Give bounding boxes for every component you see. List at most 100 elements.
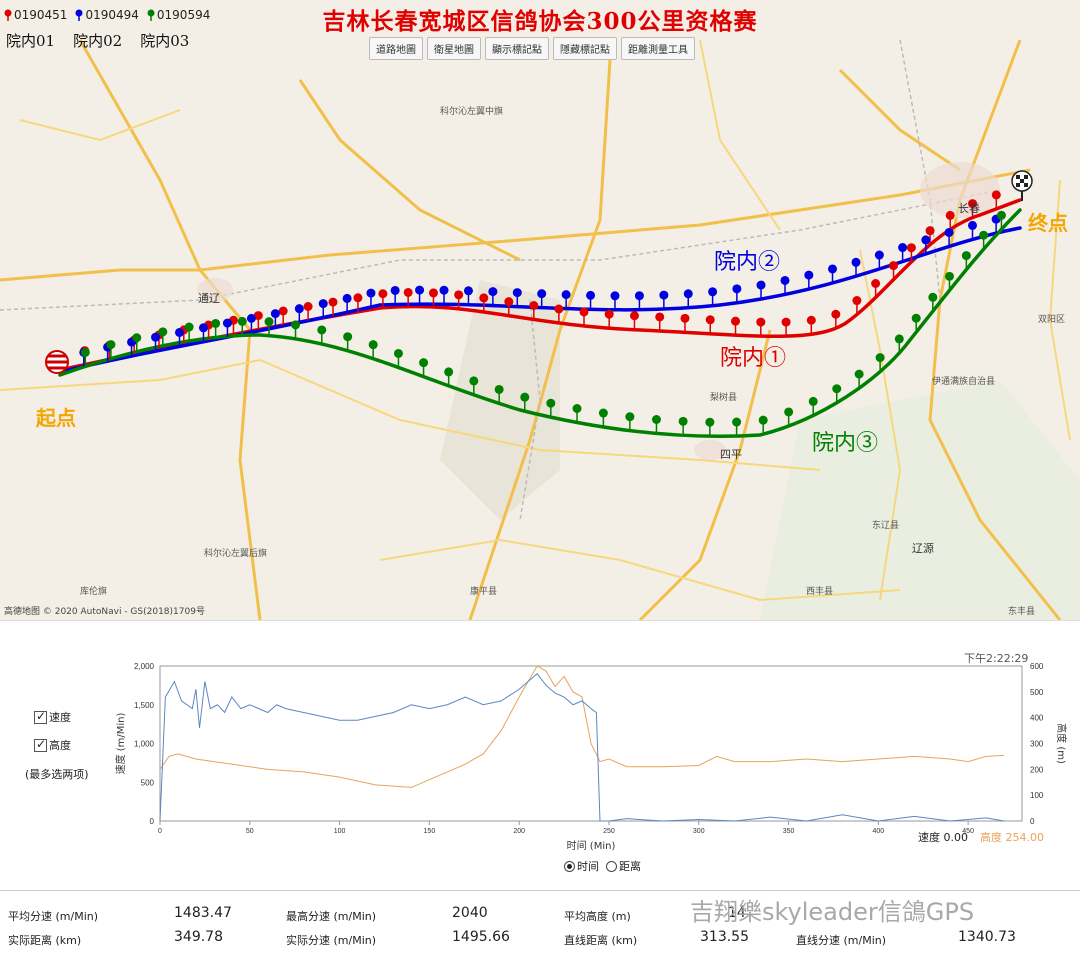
x-tick-label: 50 <box>246 828 254 835</box>
route-marker-pin-icon <box>683 289 693 299</box>
route-marker-pin-icon <box>906 243 916 253</box>
route-marker-pin-icon <box>317 325 327 335</box>
route-marker-pin-icon <box>579 307 589 317</box>
red-pin-icon <box>4 9 12 21</box>
route-marker-pin-icon <box>991 190 1001 200</box>
speed-altitude-chart[interactable]: 0 50 100 150 200 250 300 350 400 450 0 500 1,000 1,50… <box>0 641 1080 871</box>
route-marker-pin-icon <box>264 317 274 327</box>
route-marker-pin-icon <box>756 317 766 327</box>
place-label: 库伦旗 <box>80 587 108 597</box>
legend-item-blue[interactable]: 0190494 <box>75 8 139 22</box>
bird-label[interactable]: 院内02 <box>73 32 123 50</box>
route-marker-pin-icon <box>343 332 353 342</box>
stat-label: 平均分速 (m/Min) <box>8 910 99 923</box>
route-marker-pin-icon <box>132 333 142 343</box>
stats-panel: 平均分速 (m/Min) 1483.47 最高分速 (m/Min) 2040 平… <box>0 890 1080 958</box>
y-right-tick-label: 0 <box>1030 817 1035 826</box>
y-right-tick-label: 200 <box>1030 765 1044 774</box>
route-marker-pin-icon <box>875 353 885 363</box>
speed-checkbox[interactable]: 速度 <box>34 709 71 725</box>
page-title: 吉林长春宽城区信鸽协会300公里资格赛 <box>322 8 758 35</box>
stat-value: 1340.73 <box>958 929 1016 945</box>
road-map-button[interactable]: 道路地圖 <box>369 37 423 60</box>
stat-label: 实际距离 (km) <box>8 934 82 947</box>
route-marker-pin-icon <box>158 327 168 337</box>
route-marker-pin-icon <box>634 291 644 301</box>
green-pin-icon <box>147 9 155 21</box>
route-marker-pin-icon <box>561 290 571 300</box>
route-marker-pin-icon <box>708 287 718 297</box>
legend-label: 0190451 <box>14 8 68 22</box>
distance-tool-button[interactable]: 距離測量工具 <box>621 37 695 60</box>
time-radio[interactable]: 时间 <box>564 858 599 874</box>
x-axis-label: 时间 (Min) <box>567 839 616 852</box>
x-tick-label: 350 <box>783 828 795 835</box>
route-marker-pin-icon <box>854 369 864 379</box>
route-marker-pin-icon <box>237 316 247 326</box>
show-markers-button[interactable]: 顯示標記點 <box>485 37 549 60</box>
route-marker-pin-icon <box>732 284 742 294</box>
y-right-axis-label: 高度 (m) <box>1055 723 1068 764</box>
stat-label: 直线距离 (km) <box>564 934 638 947</box>
route-marker-pin-icon <box>871 278 881 288</box>
stat-value: 1495.66 <box>452 929 510 945</box>
chart-timestamp: 下午2:22:29 <box>964 652 1029 665</box>
place-label: 东丰县 <box>1008 607 1036 617</box>
route-marker-pin-icon <box>961 251 971 261</box>
route-marker-pin-icon <box>898 243 908 253</box>
bird-label[interactable]: 院内03 <box>140 32 190 50</box>
route-marker-pin-icon <box>278 306 288 316</box>
route-map[interactable]: 吉林长春宽城区信鸽协会300公里资格赛 0190451 0190494 0190… <box>0 0 1080 620</box>
satellite-map-button[interactable]: 衛星地圖 <box>427 37 481 60</box>
altitude-readout: 高度 254.00 <box>980 831 1044 844</box>
route-marker-pin-icon <box>151 332 161 342</box>
place-label: 西丰县 <box>806 587 834 597</box>
x-tick-label: 0 <box>158 828 162 835</box>
route-marker-pin-icon <box>403 287 413 297</box>
x-tick-label: 200 <box>513 828 525 835</box>
bird-label[interactable]: 院内01 <box>6 32 56 50</box>
route-marker-pin-icon <box>463 286 473 296</box>
route-marker-pin-icon <box>454 290 464 300</box>
distance-radio[interactable]: 距离 <box>606 858 641 874</box>
x-tick-label: 150 <box>424 828 436 835</box>
route-marker-pin-icon <box>625 412 635 422</box>
route-marker-pin-icon <box>806 315 816 325</box>
y-right-tick-label: 300 <box>1030 740 1044 749</box>
route-marker-pin-icon <box>378 289 388 299</box>
map-toolbar: 道路地圖 衛星地圖 顯示標記點 隱藏標記點 距離測量工具 <box>369 37 695 60</box>
y-left-tick-label: 0 <box>150 817 155 826</box>
stat-value: 2040 <box>452 905 488 921</box>
route-marker-pin-icon <box>659 290 669 300</box>
x-tick-label: 250 <box>603 828 615 835</box>
route-marker-pin-icon <box>781 317 791 327</box>
route-marker-pin-icon <box>651 414 661 424</box>
place-label: 通辽 <box>198 292 220 305</box>
legend-label: 0190594 <box>156 8 211 22</box>
place-label: 科尔沁左翼中旗 <box>440 107 504 117</box>
legend-item-green[interactable]: 0190594 <box>147 8 210 22</box>
legend-item-red[interactable]: 0190451 <box>4 8 67 22</box>
finish-flag-icon <box>1011 170 1033 201</box>
route-red-label: 院内① <box>720 346 787 371</box>
route-marker-pin-icon <box>804 270 814 280</box>
route-marker-pin-icon <box>610 291 620 301</box>
end-label: 终点 <box>1028 211 1068 235</box>
bird-list: 院内01 院内02 院内03 <box>6 30 189 51</box>
route-marker-pin-icon <box>537 289 547 299</box>
radio-empty-icon <box>606 860 617 872</box>
chart-panel: 速度 高度 (最多选两项) 下午2:22:29 0 50 100 150 200 250 3… <box>0 620 1080 890</box>
route-marker-pin-icon <box>851 257 861 267</box>
altitude-checkbox[interactable]: 高度 <box>34 737 71 753</box>
x-tick-label: 100 <box>334 828 346 835</box>
stat-label: 实际分速 (m/Min) <box>286 934 377 947</box>
route-marker-pin-icon <box>428 288 438 298</box>
route-marker-pin-icon <box>944 271 954 281</box>
route-marker-pin-icon <box>253 311 263 321</box>
place-label: 辽源 <box>912 542 934 555</box>
hide-markers-button[interactable]: 隱藏標記點 <box>553 37 617 60</box>
route-marker-pin-icon <box>979 230 989 240</box>
route-marker-pin-icon <box>211 318 221 328</box>
route-marker-pin-icon <box>928 292 938 302</box>
route-marker-pin-icon <box>758 415 768 425</box>
